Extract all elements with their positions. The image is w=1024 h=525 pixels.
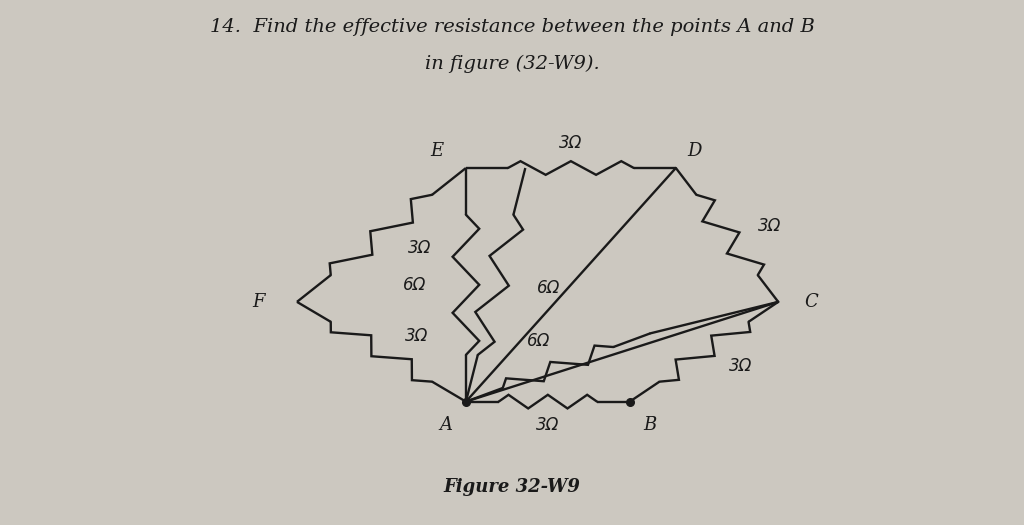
Text: A: A xyxy=(439,416,452,434)
Text: 6Ω: 6Ω xyxy=(526,332,550,350)
Text: 14.  Find the effective resistance between the points A and B: 14. Find the effective resistance betwee… xyxy=(210,18,814,36)
Text: 3Ω: 3Ω xyxy=(537,416,559,434)
Text: in figure (32-W9).: in figure (32-W9). xyxy=(425,55,599,74)
Text: C: C xyxy=(804,293,818,311)
Text: 3Ω: 3Ω xyxy=(404,327,428,345)
Text: 3Ω: 3Ω xyxy=(758,217,781,235)
Text: 3Ω: 3Ω xyxy=(729,357,753,375)
Text: 6Ω: 6Ω xyxy=(403,276,426,294)
Text: 3Ω: 3Ω xyxy=(559,134,583,152)
Text: 6Ω: 6Ω xyxy=(537,279,560,297)
Text: D: D xyxy=(687,142,701,160)
Text: F: F xyxy=(252,293,264,311)
Text: B: B xyxy=(644,416,656,434)
Text: Figure 32-W9: Figure 32-W9 xyxy=(443,478,581,496)
Text: 3Ω: 3Ω xyxy=(409,239,432,257)
Text: E: E xyxy=(431,142,443,160)
